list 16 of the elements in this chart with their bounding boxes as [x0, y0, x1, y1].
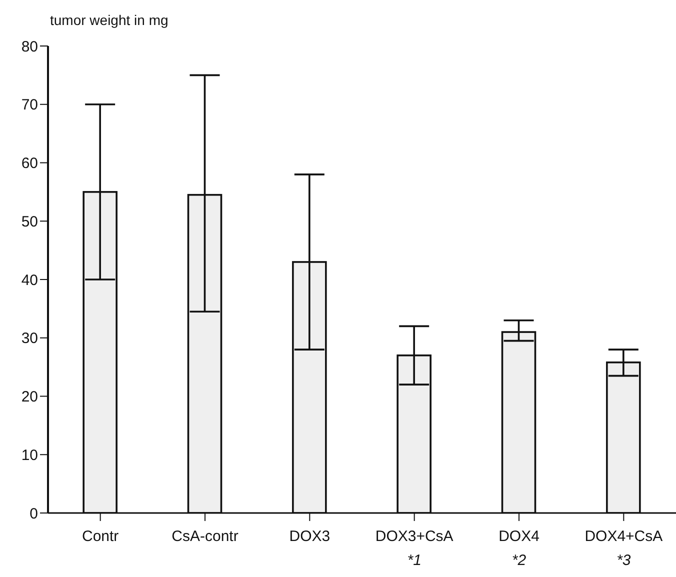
y-tick-label: 70 — [21, 96, 38, 114]
x-tick-label: DOX4+CsA *3 — [584, 528, 663, 569]
y-tick-label: 50 — [21, 213, 38, 230]
y-tick-label: 20 — [21, 388, 38, 406]
y-tick-label: 30 — [21, 330, 38, 348]
x-tick-label: DOX4 *2 — [498, 528, 540, 569]
x-tick-label: DOX3 — [289, 528, 330, 545]
y-tick-label: 40 — [21, 272, 38, 289]
y-tick-label: 60 — [21, 155, 38, 172]
y-axis-title: tumor weight in mg — [50, 12, 168, 28]
y-tick-label: 80 — [21, 38, 38, 56]
y-tick-label: 0 — [30, 505, 38, 522]
y-tick-label: 10 — [21, 446, 38, 464]
x-tick-label: CsA-contr — [172, 528, 238, 545]
x-tick-label: Contr — [82, 528, 119, 545]
x-tick-label: DOX3+CsA *1 — [375, 528, 454, 569]
